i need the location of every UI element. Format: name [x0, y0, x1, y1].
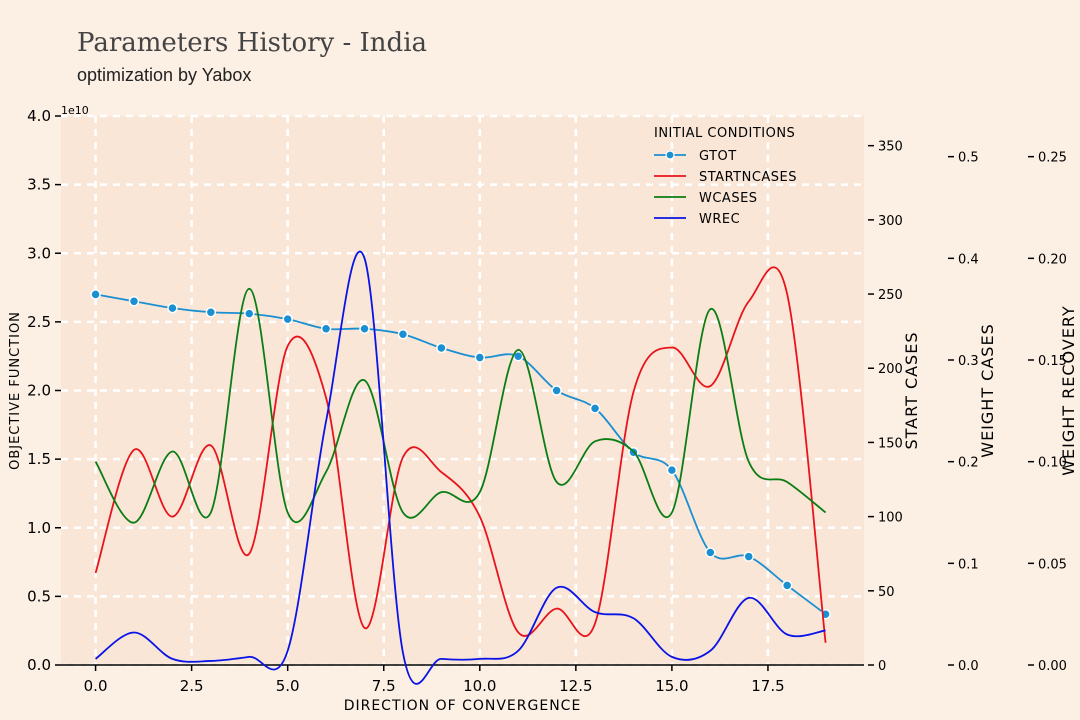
series-point-gtot: [320, 323, 332, 334]
y-tick-label-wrec: 0.15: [1038, 354, 1067, 369]
series-line-wrec: [95, 250, 826, 685]
y-tick-label-start: 300: [878, 214, 903, 229]
y-tick-label: 2.0: [27, 382, 51, 400]
y-tick-label: 1.5: [27, 450, 51, 468]
x-tick-label: 0.0: [84, 677, 108, 695]
y-axis-label-start: START CASES: [902, 332, 921, 450]
y-tick-label: 0.0: [27, 656, 51, 674]
series-point-gtot: [743, 551, 754, 562]
chart-subtitle: optimization by Yabox: [77, 65, 252, 85]
series-point-gtot: [666, 464, 678, 476]
y-tick-label-wrec: 0.05: [1038, 557, 1067, 572]
series-point-gtot: [167, 302, 178, 314]
y-tick-label-wcases: 0.0: [958, 659, 979, 674]
y-axis-exponent: 1e10: [61, 104, 89, 117]
y-tick-label-start: 150: [878, 436, 903, 451]
series-line-wcases: [94, 287, 827, 524]
series-point-gtot: [551, 385, 562, 396]
chart-title: Parameters History - India: [77, 28, 428, 58]
legend-label-startncases: STARTNCASES: [699, 170, 797, 185]
y-tick-label: 3.5: [27, 176, 51, 194]
y-tick-label-wcases: 0.5: [958, 151, 979, 166]
series-point-gtot: [474, 352, 486, 363]
y-tick-label-start: 50: [878, 585, 895, 600]
series-point-gtot: [705, 547, 716, 558]
series-point-gtot: [90, 289, 101, 300]
y-tick-label-start: 200: [878, 362, 903, 377]
y-tick-label-wcases: 0.2: [958, 456, 979, 471]
y-tick-label-start: 250: [878, 288, 903, 303]
y-tick-label-wcases: 0.1: [958, 557, 979, 572]
y-tick-label-wcases: 0.3: [958, 354, 979, 369]
y-tick-label: 0.5: [27, 587, 51, 605]
legend-title: INITIAL CONDITIONS: [654, 126, 795, 141]
series-point-gtot: [205, 307, 217, 318]
x-tick-label: 10.0: [463, 677, 496, 695]
y-tick-label-start: 350: [878, 140, 903, 155]
series-point-gtot: [128, 296, 140, 307]
series-point-gtot: [282, 313, 293, 325]
y-axis-label-objective: OBJECTIVE FUNCTION: [8, 311, 23, 470]
y-tick-label-wrec: 0.25: [1038, 151, 1067, 166]
legend-label-gtot: GTOT: [699, 149, 737, 164]
x-tick-label: 17.5: [751, 677, 784, 695]
y-tick-label: 1.0: [27, 519, 51, 537]
y-tick-label: 2.5: [27, 313, 51, 331]
y-tick-label-wrec: 0.20: [1038, 252, 1067, 267]
y-tick-label-start: 0: [878, 659, 886, 674]
legend-label-wrec: WREC: [699, 212, 740, 227]
y-axis-label-wcases: WEIGHT CASES: [978, 323, 997, 457]
x-tick-label: 12.5: [559, 677, 592, 695]
x-tick-label: 2.5: [180, 677, 204, 695]
y-tick-label-wrec: 0.00: [1038, 659, 1067, 674]
y-tick-label-wrec: 0.10: [1038, 456, 1067, 471]
x-axis-label: DIRECTION OF CONVERGENCE: [344, 698, 582, 714]
x-tick-label: 7.5: [372, 677, 396, 695]
series-point-gtot: [397, 328, 409, 340]
x-tick-label: 15.0: [655, 677, 688, 695]
x-tick-label: 5.0: [276, 677, 300, 695]
series-point-gtot: [781, 580, 793, 591]
series-point-gtot: [359, 323, 370, 334]
legend-marker-gtot: [665, 150, 675, 160]
y-tick-label: 3.0: [27, 244, 51, 262]
series-point-gtot: [244, 308, 255, 319]
y-axis-label-wrec: WEIGHT RECOVERY: [1059, 305, 1078, 476]
series-point-gtot: [436, 342, 447, 354]
y-tick-label-start: 100: [878, 511, 903, 526]
series-point-gtot: [589, 403, 601, 414]
legend-label-wcases: WCASES: [699, 191, 758, 206]
y-tick-label: 4.0: [27, 107, 51, 125]
y-tick-label-wcases: 0.4: [958, 252, 979, 267]
